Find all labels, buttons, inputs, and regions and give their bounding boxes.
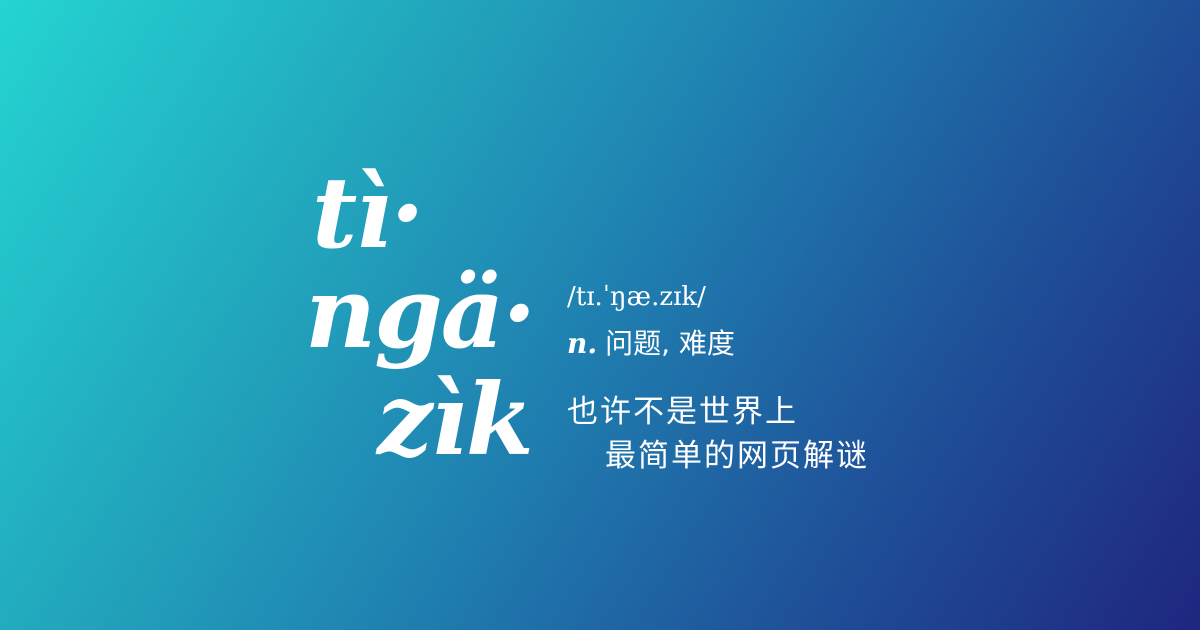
logo-line-2: ngä· bbox=[305, 256, 536, 371]
logo-line-1: tì· bbox=[312, 156, 425, 271]
tagline-line-2: 最简单的网页解谜 bbox=[605, 438, 869, 474]
tagline-line-1: 也许不是世界上 bbox=[567, 394, 798, 430]
pronunciation: /tɪ.ˈŋæ.zɪk/ bbox=[567, 282, 706, 312]
part-of-speech: n. bbox=[567, 327, 598, 360]
definition: n. 问题, 难度 bbox=[567, 330, 735, 358]
definition-meaning: 问题, 难度 bbox=[605, 327, 735, 360]
logo-line-3: zìk bbox=[377, 363, 534, 478]
